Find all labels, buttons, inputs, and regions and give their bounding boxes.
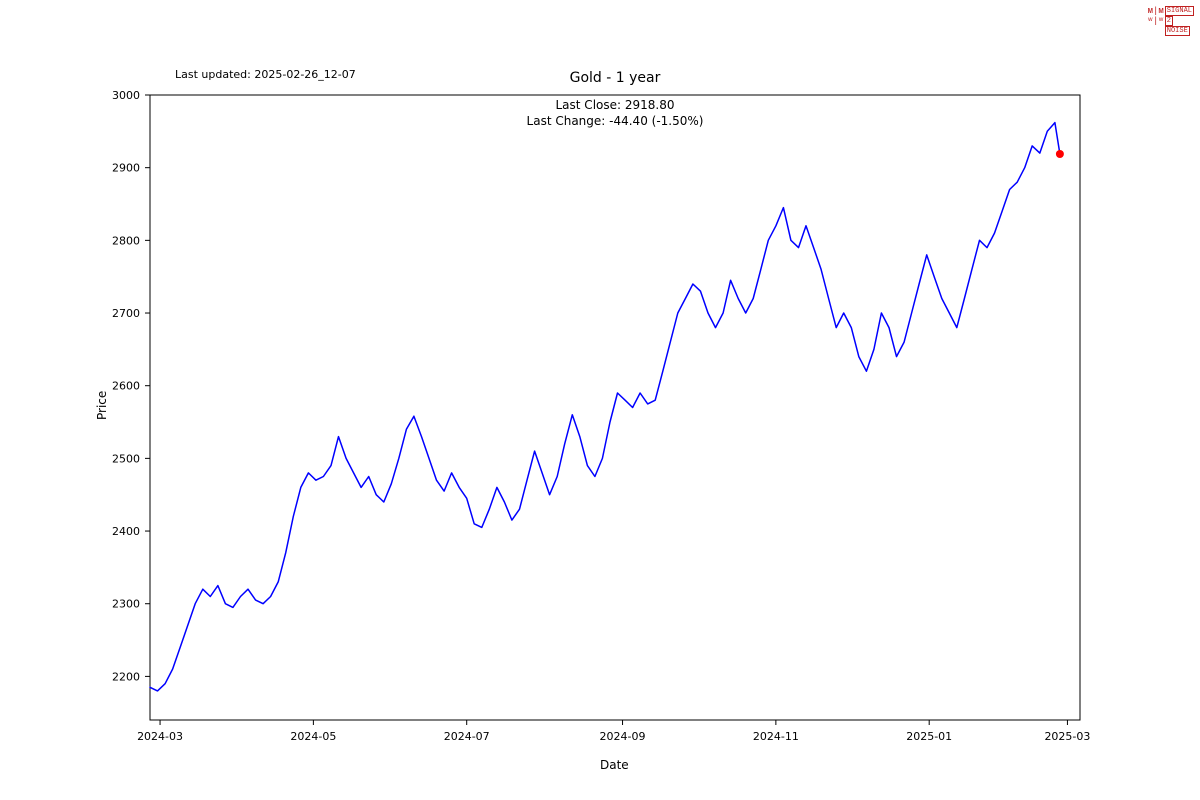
chart-page: { "meta": { "last_updated_label": "Last …: [0, 0, 1200, 800]
svg-text:2024-03: 2024-03: [137, 730, 183, 743]
svg-text:2500: 2500: [112, 452, 140, 465]
svg-text:3000: 3000: [112, 89, 140, 102]
svg-text:2700: 2700: [112, 307, 140, 320]
svg-text:2200: 2200: [112, 670, 140, 683]
svg-text:2025-03: 2025-03: [1044, 730, 1090, 743]
svg-text:2600: 2600: [112, 380, 140, 393]
svg-text:2400: 2400: [112, 525, 140, 538]
svg-text:2025-01: 2025-01: [906, 730, 952, 743]
svg-text:2300: 2300: [112, 598, 140, 611]
svg-text:2800: 2800: [112, 234, 140, 247]
svg-text:2024-11: 2024-11: [753, 730, 799, 743]
svg-text:2024-05: 2024-05: [290, 730, 336, 743]
svg-text:2024-09: 2024-09: [600, 730, 646, 743]
svg-text:2900: 2900: [112, 162, 140, 175]
svg-text:2024-07: 2024-07: [444, 730, 490, 743]
price-chart: 2200 2300 2400 2500 2600 2700 2800 2900 3000 2024…: [0, 0, 1200, 800]
